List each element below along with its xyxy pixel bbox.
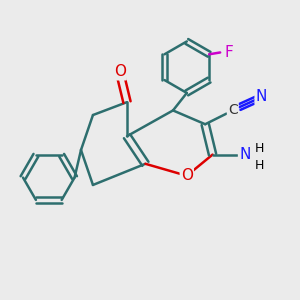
Text: H: H <box>255 142 264 155</box>
Text: N: N <box>239 147 250 162</box>
Text: O: O <box>114 64 126 79</box>
Text: F: F <box>225 45 234 60</box>
Text: O: O <box>181 168 193 183</box>
Text: N: N <box>256 89 267 104</box>
Text: C: C <box>228 103 238 117</box>
Text: H: H <box>255 159 264 172</box>
